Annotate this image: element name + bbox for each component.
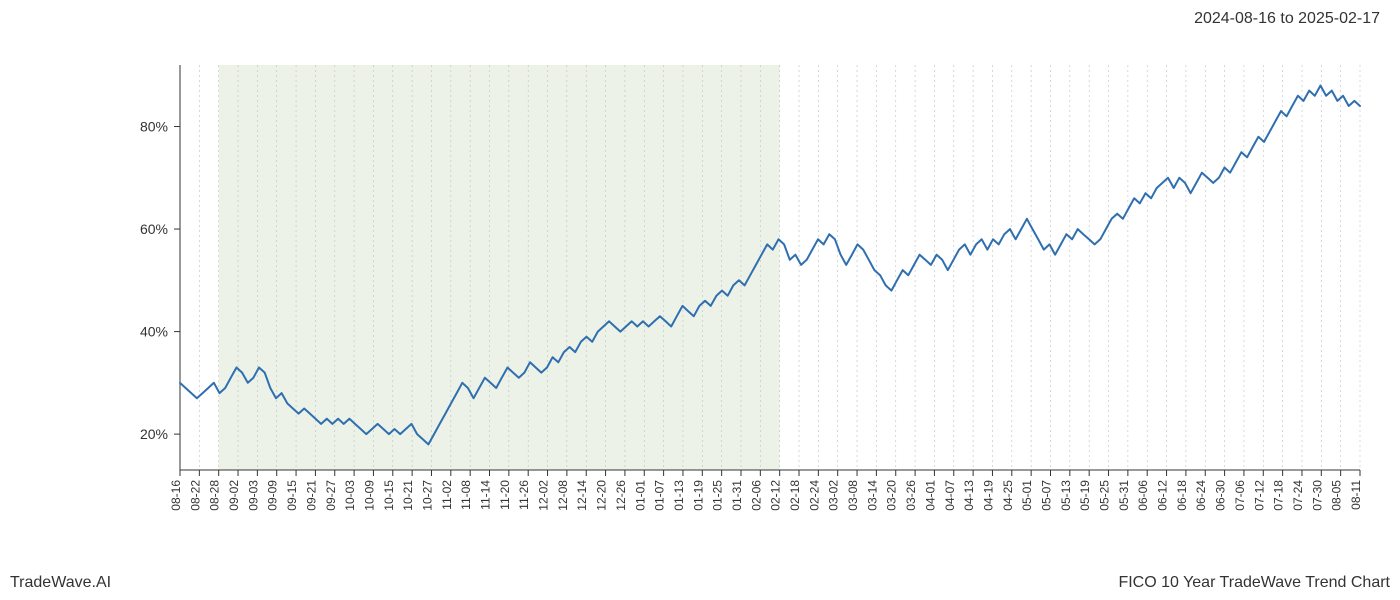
x-tick-label: 03-08	[846, 480, 860, 511]
x-tick-label: 05-01	[1020, 480, 1034, 511]
x-tick-label: 09-09	[266, 480, 280, 511]
x-tick-label: 01-31	[730, 480, 744, 511]
x-tick-label: 06-12	[1156, 480, 1170, 511]
x-tick-label: 04-07	[943, 480, 957, 511]
x-tick-label: 04-19	[981, 480, 995, 511]
x-tick-label: 09-02	[227, 480, 241, 511]
x-tick-label: 07-24	[1291, 480, 1305, 511]
x-tick-label: 05-19	[1078, 480, 1092, 511]
x-tick-label: 06-30	[1214, 480, 1228, 511]
x-tick-label: 08-05	[1330, 480, 1344, 511]
y-tick-label: 40%	[140, 324, 168, 340]
x-tick-label: 01-07	[653, 480, 667, 511]
x-tick-label: 03-26	[904, 480, 918, 511]
x-tick-label: 11-14	[479, 480, 493, 510]
x-tick-label: 10-09	[362, 480, 376, 511]
x-tick-label: 04-25	[1001, 480, 1015, 511]
x-tick-label: 06-18	[1175, 480, 1189, 511]
x-tick-label: 08-16	[169, 480, 183, 511]
x-tick-label: 11-08	[459, 480, 473, 510]
y-tick-label: 20%	[140, 426, 168, 442]
x-tick-label: 02-06	[749, 480, 763, 511]
x-tick-label: 04-01	[923, 480, 937, 511]
date-range-label: 2024-08-16 to 2025-02-17	[1194, 10, 1380, 28]
x-tick-label: 10-21	[401, 480, 415, 511]
x-tick-label: 01-19	[691, 480, 705, 511]
x-tick-label: 11-26	[517, 480, 531, 510]
x-tick-label: 12-02	[537, 480, 551, 511]
y-tick-label: 60%	[140, 221, 168, 237]
x-tick-label: 11-02	[440, 480, 454, 510]
x-tick-label: 02-12	[769, 480, 783, 511]
x-tick-label: 05-25	[1098, 480, 1112, 511]
x-tick-label: 01-01	[633, 480, 647, 511]
trend-chart: 20% 40% 60% 80% 08-16 08-22 08-28 09-02 09-03 09-…	[0, 50, 1400, 550]
x-tick-label: 03-14	[865, 480, 879, 511]
y-tick-label: 80%	[140, 119, 168, 135]
x-tick-label: 10-15	[382, 480, 396, 511]
x-tick-label: 02-18	[788, 480, 802, 511]
x-tick-label: 06-24	[1194, 480, 1208, 511]
x-tick-label: 01-25	[711, 480, 725, 511]
x-tick-label: 10-27	[420, 480, 434, 511]
x-tick-label: 05-31	[1117, 480, 1131, 511]
x-tick-label: 12-20	[595, 480, 609, 511]
x-tick-label: 09-21	[304, 480, 318, 511]
x-tick-label: 07-30	[1310, 480, 1324, 511]
x-tick-label: 08-22	[188, 480, 202, 511]
x-tick-label: 06-06	[1136, 480, 1150, 511]
x-tick-label: 09-15	[285, 480, 299, 511]
brand-label: TradeWave.AI	[10, 574, 111, 592]
x-tick-label: 12-26	[614, 480, 628, 511]
x-tick-label: 11-20	[498, 480, 512, 510]
x-tick-label: 07-12	[1252, 480, 1266, 511]
x-tick-label: 08-28	[208, 480, 222, 511]
x-tick-label: 05-13	[1059, 480, 1073, 511]
chart-title: FICO 10 Year TradeWave Trend Chart	[1118, 574, 1390, 592]
chart-container: 20% 40% 60% 80% 08-16 08-22 08-28 09-02 09-03 09-…	[0, 50, 1400, 550]
x-tick-label: 05-07	[1039, 480, 1053, 511]
x-tick-label: 07-06	[1233, 480, 1247, 511]
x-tick-label: 10-03	[343, 480, 357, 511]
x-tick-label: 09-27	[324, 480, 338, 511]
x-tick-label: 03-02	[827, 480, 841, 511]
x-tick-label: 12-14	[575, 480, 589, 511]
x-tick-label: 01-13	[672, 480, 686, 511]
x-tick-label: 03-20	[885, 480, 899, 511]
x-tick-label: 12-08	[556, 480, 570, 511]
x-tick-label: 07-18	[1272, 480, 1286, 511]
x-tick-label: 02-24	[807, 480, 821, 511]
x-tick-label: 08-11	[1349, 480, 1363, 510]
x-tick-label: 04-13	[962, 480, 976, 511]
x-tick-label: 09-03	[246, 480, 260, 511]
